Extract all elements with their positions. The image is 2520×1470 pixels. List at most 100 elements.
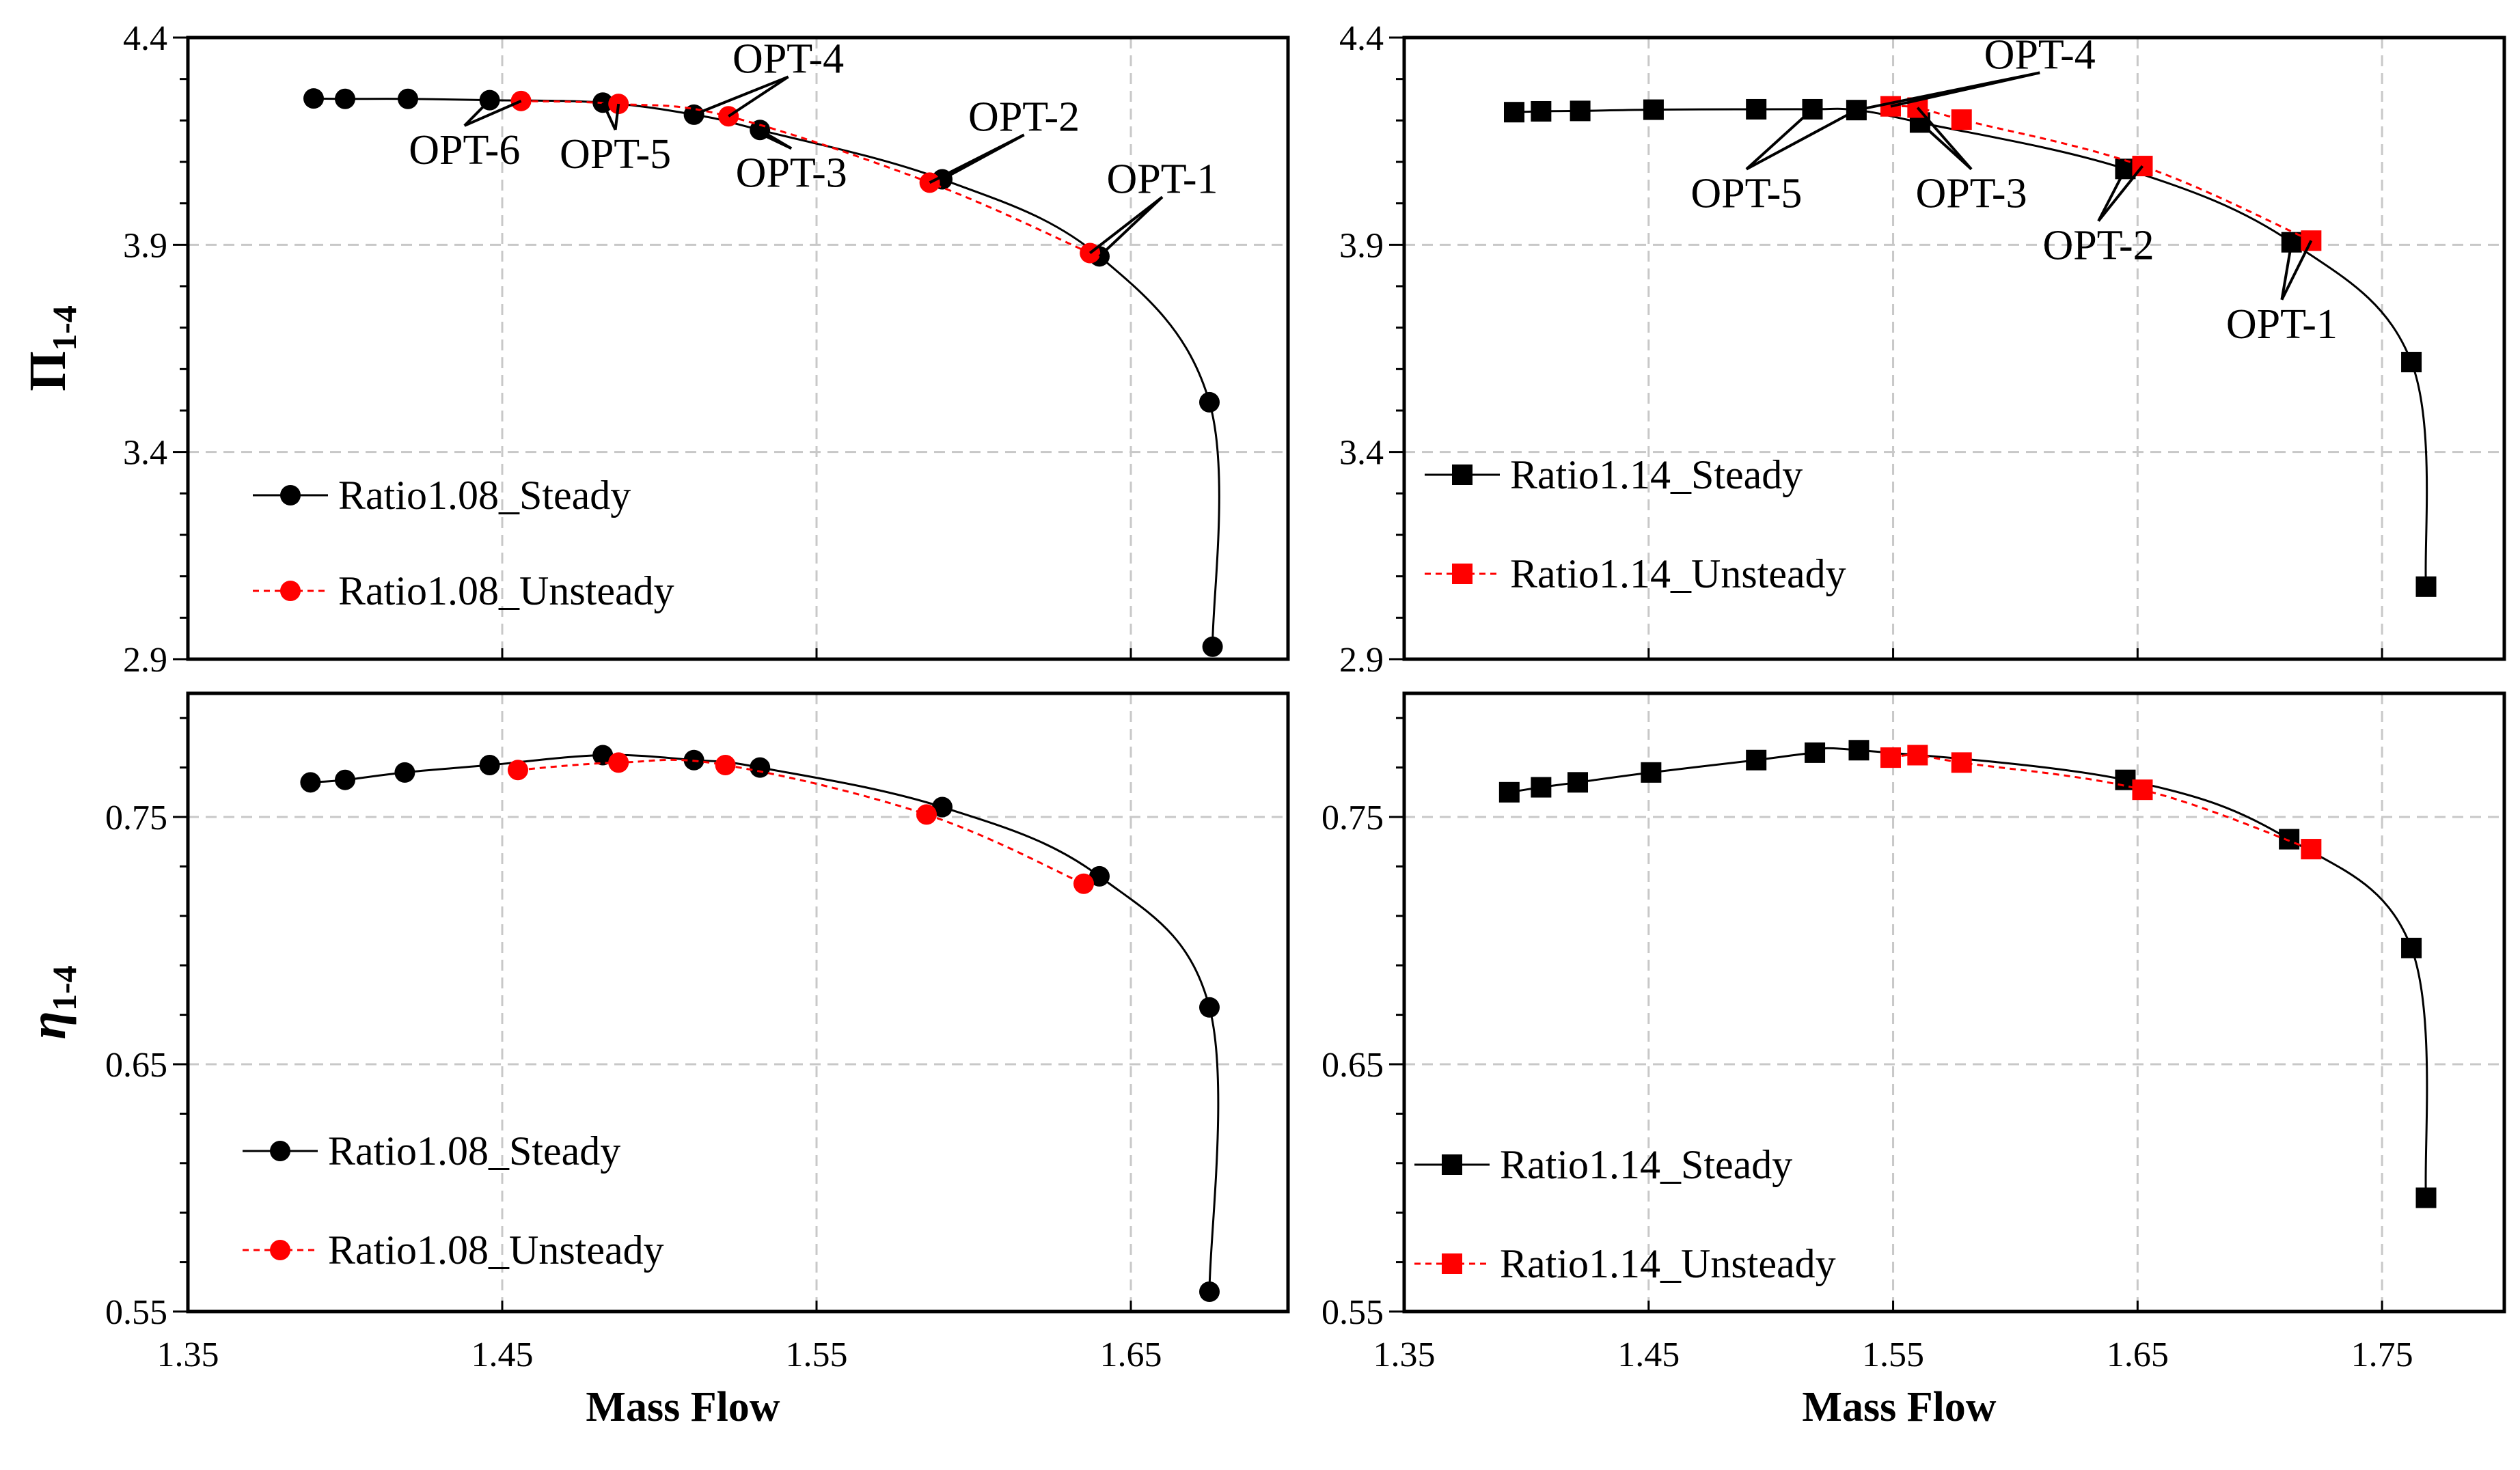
data-point-Ratio1.14_Steady xyxy=(2401,352,2422,373)
data-point-Ratio1.14_Steady xyxy=(1643,99,1664,120)
chart-panel-eta-114: 0.55 0.65 0.75 1.35 1.45 1.55 1.65 1.75 Mass Flo… xyxy=(1321,691,2506,1430)
y-axis-label-symbol: η xyxy=(19,1011,77,1040)
data-point-Ratio1.14_Steady xyxy=(1531,100,1552,122)
data-point-Ratio1.14_Steady xyxy=(1848,740,1870,761)
annotation-leader-line xyxy=(1890,71,2040,108)
annotation-leader-line xyxy=(728,75,789,117)
annotation-leader-line xyxy=(2097,165,2144,222)
data-point-Ratio1.14_Unsteady xyxy=(2301,839,2322,860)
legend-entry: Ratio1.14_Steady xyxy=(1414,1142,1792,1187)
x-tick-label: 1.45 xyxy=(471,1335,534,1374)
annotation-leader-line xyxy=(942,133,1025,181)
legend-label: Ratio1.14_Unsteady xyxy=(1500,1241,1836,1286)
annotation-opt-2: OPT-2 xyxy=(2043,223,2154,269)
plot-frame xyxy=(186,691,1290,1314)
data-point-Ratio1.14_Unsteady xyxy=(1907,745,1928,766)
x-tick-label: 1.45 xyxy=(1617,1335,1680,1374)
legend-entry: Ratio1.14_Unsteady xyxy=(1414,1241,1836,1286)
data-point-Ratio1.14_Steady xyxy=(1805,742,1826,763)
y-tick-label: 3.4 xyxy=(1339,434,1384,473)
annotation-leader-line xyxy=(463,99,491,127)
data-point-Ratio1.08_Steady xyxy=(303,88,324,109)
y-tick-label: 4.4 xyxy=(123,19,167,58)
y-tick-label: 0.75 xyxy=(105,799,167,837)
x-tick-label: 1.65 xyxy=(2107,1335,2169,1374)
x-tick-label: 1.55 xyxy=(1862,1335,1924,1374)
legend-marker xyxy=(1442,1253,1462,1274)
data-point-Ratio1.14_Steady xyxy=(1746,749,1767,771)
series-line-Ratio1.14_Steady xyxy=(1509,747,2428,1198)
chart-panel-pi-114: 2.9 3.4 3.9 4.4 OPT-4 OPT-5 OPT-3 OPT-2 OPT-1 Rat… xyxy=(1339,19,2506,680)
legend-label: Ratio1.14_Steady xyxy=(1510,452,1803,497)
annotation-opt-1: OPT-1 xyxy=(2226,301,2338,348)
legend-marker xyxy=(270,1240,290,1260)
data-point-Ratio1.14_Steady xyxy=(2279,829,2300,850)
legend-label: Ratio1.08_Steady xyxy=(338,473,631,518)
annotation-leader-line xyxy=(693,75,789,116)
series-line-Ratio1.08_Steady xyxy=(310,753,1220,1292)
y-tick-label: 2.9 xyxy=(123,641,167,680)
chart-panel-eta-108: 0.55 0.65 0.75 1.35 1.45 1.55 1.65 Mass Flow η1-… xyxy=(19,691,1290,1430)
annotation-leader-line xyxy=(2097,168,2127,222)
x-tick-label: 1.35 xyxy=(157,1335,219,1374)
data-point-Ratio1.14_Steady xyxy=(1504,102,1524,123)
data-point-Ratio1.08_Steady xyxy=(479,754,500,775)
data-point-Ratio1.14_Steady xyxy=(2415,576,2437,597)
data-point-Ratio1.14_Steady xyxy=(1531,777,1552,798)
data-point-Ratio1.14_Steady xyxy=(2415,1187,2437,1208)
data-point-Ratio1.08_Steady xyxy=(1199,997,1220,1018)
x-axis-label: Mass Flow xyxy=(1802,1384,1996,1430)
legend-entry: Ratio1.14_Steady xyxy=(1425,452,1803,497)
data-point-Ratio1.08_Unsteady xyxy=(508,760,528,781)
legend-marker xyxy=(280,581,301,601)
y-tick-label: 3.9 xyxy=(123,226,167,265)
data-point-Ratio1.08_Unsteady xyxy=(608,752,629,773)
data-point-Ratio1.14_Steady xyxy=(2401,937,2422,958)
legend-label: Ratio1.14_Unsteady xyxy=(1510,551,1846,596)
data-point-Ratio1.08_Steady xyxy=(300,772,321,793)
annotation-opt-4: OPT-4 xyxy=(732,36,844,83)
data-point-Ratio1.14_Steady xyxy=(1498,781,1520,803)
annotation-opt-5: OPT-5 xyxy=(1690,171,1802,217)
y-axis-label-subscript: 1-4 xyxy=(45,305,83,351)
data-point-Ratio1.14_Steady xyxy=(1567,772,1589,793)
data-point-Ratio1.08_Steady xyxy=(335,88,355,109)
legend-entry: Ratio1.08_Steady xyxy=(253,473,631,518)
legend-marker xyxy=(1442,1154,1462,1175)
annotation-leader-line xyxy=(1088,195,1164,255)
data-point-Ratio1.08_Steady xyxy=(1089,865,1110,887)
y-axis-label-symbol: Π xyxy=(19,351,77,391)
annotation-opt-6: OPT-6 xyxy=(409,127,520,174)
y-tick-label: 0.65 xyxy=(105,1046,167,1085)
chart-panel-pi-108: 2.9 3.4 3.9 4.4 Π1-4 OPT-6 OPT-5 OPT-4 OPT-3 OPT-… xyxy=(19,19,1290,680)
legend-entry: Ratio1.08_Steady xyxy=(243,1128,620,1174)
annotation-leader-line xyxy=(762,133,793,150)
annotation-leader-line xyxy=(2280,240,2313,301)
x-tick-label: 1.65 xyxy=(1100,1335,1162,1374)
data-point-Ratio1.14_Unsteady xyxy=(1951,752,1972,773)
y-tick-label: 4.4 xyxy=(1339,19,1384,58)
data-point-Ratio1.14_Unsteady xyxy=(2132,779,2153,801)
data-point-Ratio1.08_Steady xyxy=(398,88,418,109)
annotation-opt-3: OPT-3 xyxy=(736,150,847,196)
y-tick-label: 0.55 xyxy=(105,1293,167,1332)
plot-frame xyxy=(186,36,1290,661)
y-tick-label: 3.4 xyxy=(123,434,167,473)
data-point-Ratio1.08_Steady xyxy=(1202,636,1223,657)
data-point-Ratio1.14_Steady xyxy=(1746,98,1767,120)
annotation-leader-line xyxy=(1098,195,1164,258)
legend-marker xyxy=(270,1141,290,1161)
legend-label: Ratio1.08_Unsteady xyxy=(328,1228,664,1273)
data-point-Ratio1.08_Steady xyxy=(592,745,614,766)
data-point-Ratio1.08_Unsteady xyxy=(715,754,736,775)
legend-marker xyxy=(1452,464,1473,485)
data-point-Ratio1.08_Steady xyxy=(1199,1281,1220,1303)
data-point-Ratio1.08_Steady xyxy=(394,762,415,783)
legend-entry: Ratio1.08_Unsteady xyxy=(253,568,674,613)
data-point-Ratio1.08_Steady xyxy=(932,796,953,818)
series-line-Ratio1.08_Unsteady xyxy=(517,758,1084,885)
y-axis-label: Π1-4 xyxy=(19,305,83,391)
y-tick-label: 3.9 xyxy=(1339,226,1384,265)
legend-entry: Ratio1.08_Unsteady xyxy=(243,1228,664,1273)
y-tick-label: 0.65 xyxy=(1321,1046,1384,1085)
